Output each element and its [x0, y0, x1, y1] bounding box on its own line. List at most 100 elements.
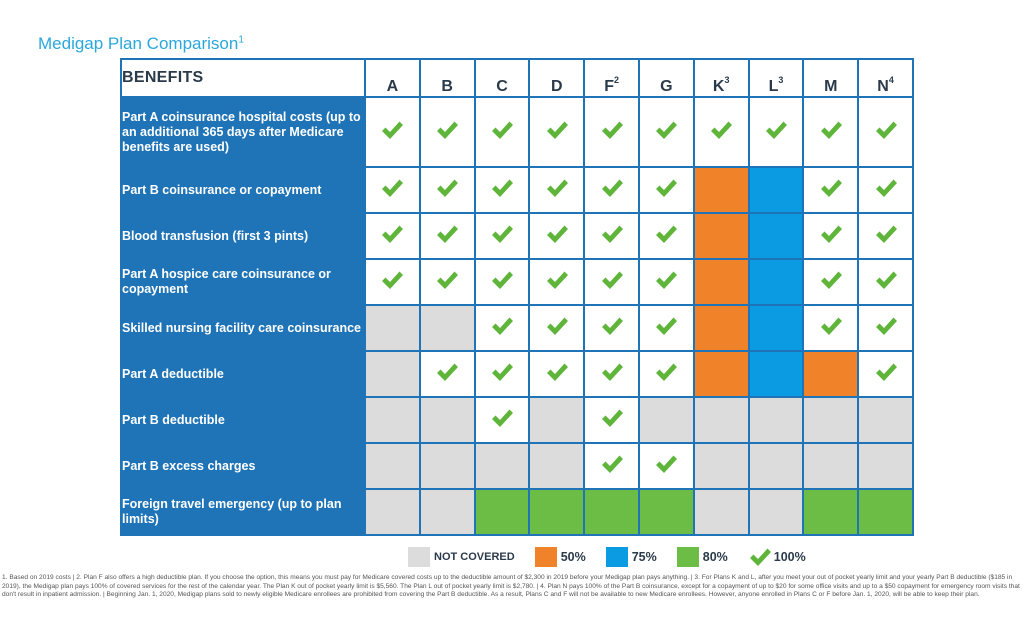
coverage-cell-c: [473, 350, 531, 398]
check-icon: [875, 121, 897, 139]
check-icon: [601, 409, 623, 427]
coverage-cell-a: [364, 258, 421, 306]
check-icon: [656, 225, 678, 243]
legend-swatch: [605, 547, 628, 567]
plan-header-f: F2: [583, 58, 640, 98]
legend-label: 100%: [773, 550, 806, 564]
coverage-cell-m: [802, 350, 860, 398]
plan-header-g: G: [637, 58, 695, 98]
coverage-cell-m: [802, 166, 860, 214]
coverage-cell-c: [473, 488, 531, 536]
coverage-cell-b: [418, 396, 476, 444]
coverage-cell-f: [583, 96, 640, 168]
coverage-cell-k: [692, 396, 750, 444]
table-row: Part A deductible: [120, 350, 914, 398]
check-icon: [546, 363, 568, 381]
check-icon: [749, 548, 771, 566]
check-icon: [382, 225, 404, 243]
plan-name: A: [386, 78, 399, 95]
check-icon: [601, 363, 623, 381]
plan-header-l: L3: [747, 58, 805, 98]
coverage-cell-n: [857, 304, 914, 352]
coverage-cell-n: [857, 442, 914, 490]
coverage-cell-l: [747, 350, 805, 398]
coverage-cell-a: [364, 166, 421, 214]
footnote: 1. Based on 2019 costs | 2. Plan F also …: [2, 574, 1020, 599]
coverage-cell-f: [583, 166, 640, 214]
coverage-cell-g: [637, 396, 695, 444]
table-row: Foreign travel emergency (up to plan lim…: [120, 488, 914, 536]
coverage-cell-c: [473, 304, 531, 352]
coverage-cell-d: [528, 212, 586, 260]
coverage-cell-g: [637, 258, 695, 306]
coverage-cell-a: [364, 442, 421, 490]
coverage-cell-a: [364, 488, 421, 536]
coverage-cell-k: [692, 212, 750, 260]
plan-name: K: [712, 78, 725, 95]
coverage-cell-d: [528, 350, 586, 398]
plan-header-b: B: [418, 58, 476, 98]
legend-item-100: 100%: [748, 546, 806, 568]
benefits-header: BENEFITS: [120, 58, 366, 98]
check-icon: [875, 363, 897, 381]
check-icon: [601, 225, 623, 243]
page-title: Medigap Plan Comparison1: [38, 34, 244, 53]
table-row: Part B deductible: [120, 396, 914, 444]
coverage-cell-m: [802, 304, 860, 352]
coverage-cell-m: [802, 258, 860, 306]
benefit-label: Part B coinsurance or copayment: [120, 166, 366, 214]
coverage-cell-d: [528, 258, 586, 306]
coverage-cell-c: [473, 212, 531, 260]
coverage-cell-g: [637, 488, 695, 536]
coverage-cell-f: [583, 442, 640, 490]
benefit-label: Part A hospice care coinsurance or copay…: [120, 258, 366, 306]
check-icon: [601, 271, 623, 289]
coverage-cell-k: [692, 258, 750, 306]
coverage-cell-a: [364, 212, 421, 260]
check-icon: [875, 179, 897, 197]
check-icon: [656, 363, 678, 381]
plan-footnote-mark: 2: [613, 75, 619, 85]
table-row: Part A coinsurance hospital costs (up to…: [120, 96, 914, 168]
coverage-cell-k: [692, 442, 750, 490]
coverage-cell-d: [528, 488, 586, 536]
check-icon: [382, 271, 404, 289]
plan-name: B: [441, 78, 453, 95]
coverage-cell-d: [528, 304, 586, 352]
coverage-cell-m: [802, 488, 860, 536]
coverage-cell-l: [747, 442, 805, 490]
plan-header-n: N4: [857, 58, 914, 98]
plan-name: L: [768, 78, 779, 95]
check-icon: [601, 317, 623, 335]
check-icon: [546, 121, 568, 139]
check-icon: [820, 225, 842, 243]
check-icon: [491, 363, 513, 381]
plan-header-k: K3: [692, 58, 750, 98]
check-icon: [656, 455, 678, 473]
coverage-cell-m: [802, 96, 860, 168]
legend-item-80: 80%: [676, 547, 728, 567]
coverage-cell-b: [418, 488, 476, 536]
legend-swatch: [408, 547, 430, 567]
legend-item-not-covered: NOT COVERED: [408, 547, 515, 567]
coverage-cell-g: [637, 442, 695, 490]
check-icon: [491, 317, 513, 335]
coverage-cell-l: [747, 488, 805, 536]
coverage-cell-a: [364, 304, 421, 352]
coverage-cell-g: [637, 304, 695, 352]
check-icon: [491, 121, 513, 139]
coverage-cell-d: [528, 396, 586, 444]
coverage-cell-c: [473, 166, 531, 214]
check-icon: [820, 121, 842, 139]
coverage-cell-n: [857, 212, 914, 260]
table-row: Part A hospice care coinsurance or copay…: [120, 258, 914, 306]
plan-name: C: [496, 78, 508, 95]
coverage-cell-n: [857, 258, 914, 306]
legend-swatch: [534, 547, 557, 567]
check-icon: [601, 121, 623, 139]
check-icon: [875, 317, 897, 335]
check-icon: [656, 317, 678, 335]
table-row: Blood transfusion (first 3 pints): [120, 212, 914, 260]
coverage-cell-d: [528, 166, 586, 214]
coverage-cell-d: [528, 442, 586, 490]
